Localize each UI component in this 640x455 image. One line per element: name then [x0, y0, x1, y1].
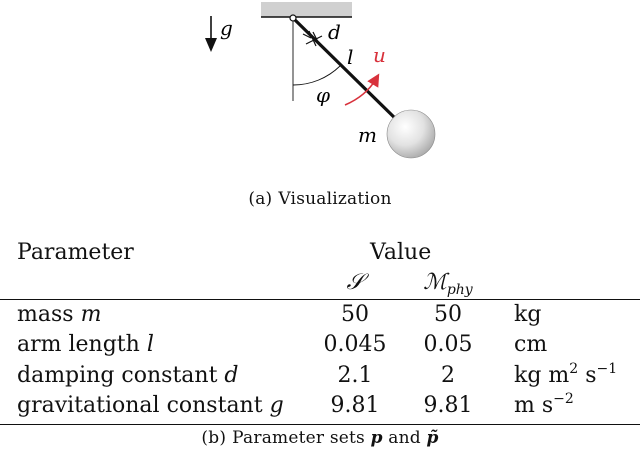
- header-parameter: Parameter: [17, 240, 134, 265]
- angle-arc: [292, 65, 341, 86]
- ceiling: [261, 2, 352, 17]
- unit-base: kg m2 s: [514, 361, 597, 388]
- unit: m s−2: [514, 391, 574, 418]
- pivot: [289, 14, 297, 22]
- caption-b-prefix: Parameter sets: [232, 428, 365, 448]
- parameter-label: arm length: [17, 332, 140, 357]
- caption-b-label: (b): [201, 428, 227, 448]
- caption-a: (a) Visualization: [0, 189, 640, 209]
- parameter-name: mass m: [17, 302, 101, 327]
- header-value: Value: [370, 240, 432, 265]
- table-row: damping constant d 2.1 2 kg m2 s−1: [0, 361, 640, 393]
- pendulum-rod: [291, 16, 403, 126]
- unit-base: kg: [514, 302, 542, 327]
- value-m-phy: 0.05: [423, 332, 473, 357]
- value-m-phy: 50: [434, 302, 462, 327]
- gravity-arrow: [205, 16, 217, 52]
- value-s: 50: [341, 302, 369, 327]
- input-label: u: [373, 43, 386, 67]
- table-subheader-row: 𝒮 ℳphy: [0, 270, 640, 300]
- damping-label: d: [328, 20, 341, 44]
- caption-b-ptilde: p̃: [426, 428, 439, 448]
- value-m-phy: 2: [441, 363, 455, 388]
- header-set-m-sub: phy: [446, 282, 473, 298]
- pendulum-figure: g d l φ u m: [205, 2, 436, 159]
- unit-base: m s: [514, 393, 554, 418]
- input-arrow: [344, 73, 380, 106]
- table-header-row: Parameter Value: [0, 240, 640, 270]
- caption-b: (b) Parameter sets p and p̃: [0, 428, 640, 448]
- parameter-label: gravitational constant: [17, 393, 263, 418]
- parameter-symbol: m: [80, 302, 102, 327]
- value-s: 9.81: [330, 393, 380, 418]
- pendulum-mass: [386, 109, 436, 159]
- length-label: l: [347, 45, 353, 69]
- parameter-name: damping constant d: [17, 363, 239, 388]
- header-set-m-symbol: ℳ: [423, 270, 447, 295]
- caption-a-label: (a): [248, 189, 273, 209]
- parameter-symbol: d: [224, 363, 239, 388]
- mass-label: m: [358, 123, 377, 147]
- value-s: 0.045: [323, 332, 387, 357]
- parameter-symbol: g: [269, 393, 284, 418]
- angle-label: φ: [316, 83, 330, 107]
- parameter-symbol: l: [146, 332, 154, 357]
- table-row: gravitational constant g 9.81 9.81 m s−2: [0, 391, 640, 423]
- table-row: arm length l 0.045 0.05 cm: [0, 332, 640, 362]
- value-s: 2.1: [337, 363, 373, 388]
- table-row: mass m 50 50 kg: [0, 302, 640, 332]
- unit: kg m2 s−1: [514, 361, 618, 388]
- gravity-label: g: [220, 16, 233, 40]
- unit-exponent: −1: [596, 361, 618, 377]
- table-bottomrule: [0, 424, 640, 426]
- parameter-name: arm length l: [17, 332, 154, 357]
- unit-base: cm: [514, 332, 548, 357]
- caption-b-p: p: [370, 428, 383, 448]
- parameter-name: gravitational constant g: [17, 393, 284, 418]
- table-midrule: [0, 299, 640, 301]
- header-set-m: ℳphy: [403, 270, 493, 298]
- header-set-s: 𝒮: [346, 270, 364, 295]
- unit-exponent: −2: [553, 391, 574, 407]
- parameter-label: mass: [17, 302, 74, 327]
- caption-b-and: and: [388, 428, 421, 448]
- parameter-label: damping constant: [17, 363, 218, 388]
- unit: cm: [514, 332, 547, 357]
- unit: kg: [514, 302, 541, 327]
- value-m-phy: 9.81: [423, 393, 473, 418]
- caption-a-text: Visualization: [278, 189, 392, 209]
